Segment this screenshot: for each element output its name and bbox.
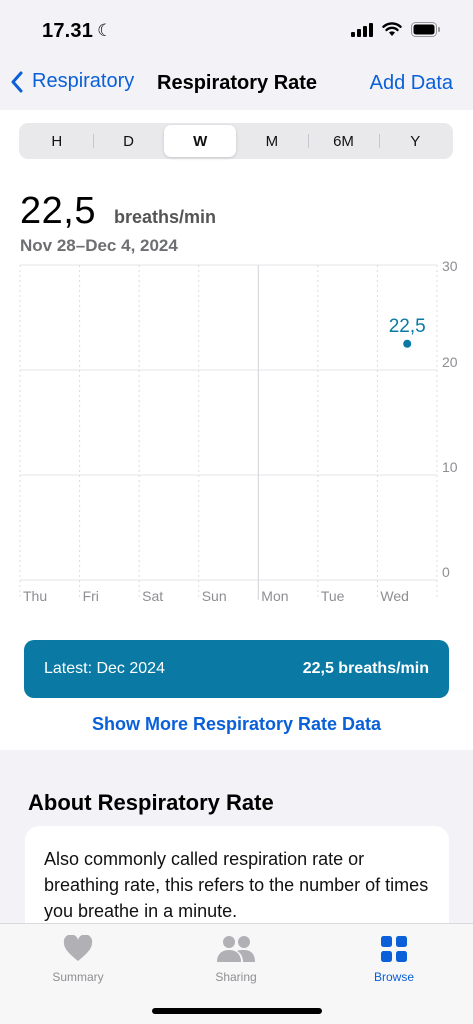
grid-icon xyxy=(381,936,407,962)
status-time-text: 17.31 xyxy=(42,20,94,42)
moon-icon: ☾ xyxy=(97,21,113,40)
tab-browse[interactable]: Browse xyxy=(334,932,454,984)
x-tick-label: Thu xyxy=(23,588,47,604)
tab-summary-label: Summary xyxy=(52,970,104,984)
tab-browse-label: Browse xyxy=(373,970,414,984)
segment-week[interactable]: W xyxy=(164,125,237,157)
page-title: Respiratory Rate xyxy=(157,72,318,94)
latest-reading-banner[interactable]: Latest: Dec 2024 22,5 breaths/min xyxy=(24,640,449,698)
latest-label: Latest: Dec 2024 xyxy=(44,660,165,677)
back-label: Respiratory xyxy=(32,70,135,92)
status-bar: 17.31 ☾ xyxy=(0,0,473,62)
x-tick-label: Sat xyxy=(142,588,163,604)
y-tick-label: 10 xyxy=(442,459,458,475)
data-point xyxy=(403,339,412,348)
x-tick-label: Wed xyxy=(380,588,409,604)
segment-hour[interactable]: H xyxy=(51,132,63,150)
chevron-left-icon xyxy=(11,71,23,92)
tab-sharing[interactable]: Sharing xyxy=(176,932,296,984)
segment-day[interactable]: D xyxy=(92,125,165,157)
x-tick-label: Sun xyxy=(202,588,227,604)
y-tick-label: 30 xyxy=(442,260,458,274)
back-button[interactable]: Respiratory xyxy=(10,70,134,93)
summary-unit: breaths/min xyxy=(114,207,217,227)
wifi-icon xyxy=(382,22,402,36)
chart-card: H D W M 6M Y 22,5 breaths/min Nov 28–Dec… xyxy=(0,110,473,750)
date-range: Nov 28–Dec 4, 2024 xyxy=(20,236,178,255)
add-data-button[interactable]: Add Data xyxy=(369,72,453,94)
data-point-label: 22,5 xyxy=(389,316,426,337)
y-tick-label: 20 xyxy=(442,354,458,370)
segment-month[interactable]: M xyxy=(265,132,279,150)
summary-value: 22,5 xyxy=(20,190,96,232)
tab-summary[interactable]: Summary xyxy=(18,932,138,984)
latest-value: 22,5 breaths/min xyxy=(302,660,429,677)
respiratory-rate-chart[interactable]: 30 20 10 0 Thu Fri Sat Sun Mon Tue Wed 22,5 xyxy=(0,260,473,610)
segment-year[interactable]: Y xyxy=(379,125,451,157)
x-tick-label: Fri xyxy=(83,588,99,604)
status-icons xyxy=(351,22,441,37)
y-tick-label: 0 xyxy=(442,564,450,580)
about-text: Also commonly called respiration rate or… xyxy=(44,849,429,921)
battery-icon xyxy=(411,22,440,37)
people-icon xyxy=(217,936,255,962)
segment-six-months[interactable]: 6M xyxy=(307,125,380,157)
status-time: 17.31 ☾ xyxy=(42,20,113,43)
x-tick-label: Mon xyxy=(261,588,288,604)
chart-svg: 30 20 10 0 Thu Fri Sat Sun Mon Tue Wed 22,5 xyxy=(19,260,458,604)
x-tick-label: Tue xyxy=(321,588,345,604)
show-more-data-link[interactable]: Show More Respiratory Rate Data xyxy=(91,714,382,734)
navigation-bar: Respiratory Respiratory Rate Add Data xyxy=(0,62,473,110)
tab-bar: Summary Sharing Browse xyxy=(0,923,473,1024)
home-indicator xyxy=(152,1008,322,1014)
about-title: About Respiratory Rate xyxy=(28,790,274,815)
time-range-segmented-control: H D W M 6M Y xyxy=(19,123,453,159)
tab-sharing-label: Sharing xyxy=(215,970,257,984)
cellular-signal-icon xyxy=(351,22,373,37)
heart-icon xyxy=(63,935,93,961)
